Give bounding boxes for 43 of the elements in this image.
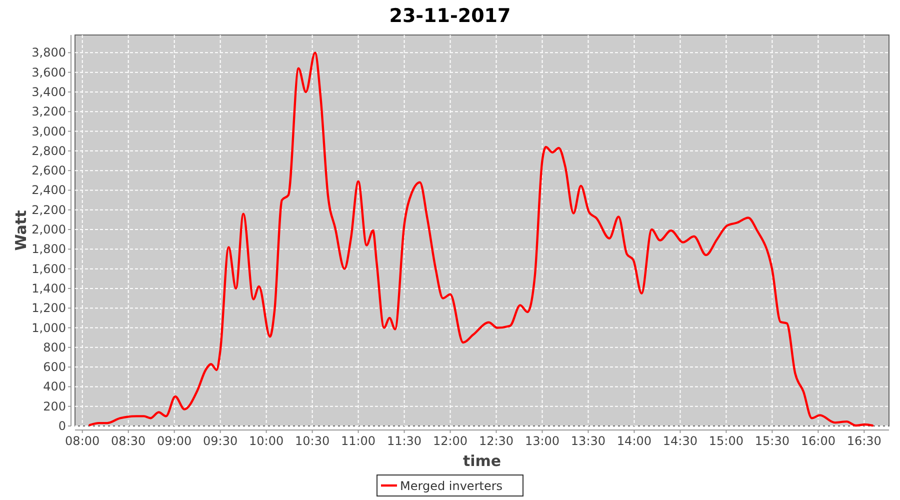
y-tick-label: 3,400 xyxy=(32,84,66,99)
x-tick-label: 15:30 xyxy=(754,434,790,448)
y-tick-label: 0 xyxy=(58,419,66,433)
x-tick-label: 13:00 xyxy=(524,434,560,448)
x-tick-label: 11:30 xyxy=(386,434,422,448)
x-tick-label: 11:00 xyxy=(340,434,376,448)
y-tick-label: 1,400 xyxy=(32,281,66,296)
y-tick-label: 1,800 xyxy=(32,242,66,256)
x-tick-label: 10:00 xyxy=(249,434,284,448)
x-tick-label: 15:00 xyxy=(708,434,744,448)
x-axis-title: time xyxy=(462,452,502,470)
x-tick-label: 08:30 xyxy=(111,434,146,448)
y-tick-label: 200 xyxy=(43,399,66,414)
x-tick-label: 16:30 xyxy=(846,434,882,448)
x-tick-label: 13:30 xyxy=(570,434,606,448)
y-tick-label: 3,200 xyxy=(32,104,66,119)
x-tick-label: 14:00 xyxy=(616,434,652,448)
x-tick-label: 16:00 xyxy=(800,434,836,448)
y-tick-label: 2,600 xyxy=(32,164,66,178)
y-tick-label: 3,800 xyxy=(32,46,66,60)
y-tick-label: 2,000 xyxy=(32,222,66,237)
y-tick-label: 1,600 xyxy=(32,262,66,276)
x-tick-label: 08:00 xyxy=(65,434,100,448)
x-tick-label: 12:30 xyxy=(478,434,514,448)
y-tick-label: 3,600 xyxy=(32,65,66,80)
x-tick-label: 10:30 xyxy=(295,434,330,448)
y-tick-label: 1,200 xyxy=(32,301,66,316)
y-tick-label: 2,200 xyxy=(32,202,66,217)
y-axis-title: Watt xyxy=(12,210,30,251)
y-tick-label: 2,800 xyxy=(32,144,66,158)
y-tick-label: 800 xyxy=(43,340,66,354)
y-tick-label: 600 xyxy=(43,360,66,374)
y-tick-label: 3,000 xyxy=(32,124,66,138)
x-tick-label: 14:30 xyxy=(662,434,698,448)
x-tick-label: 12:00 xyxy=(432,434,468,448)
x-tick-label: 09:30 xyxy=(203,434,238,448)
y-tick-label: 1,000 xyxy=(32,320,66,335)
y-tick-label: 400 xyxy=(43,380,66,394)
chart-title: 23-11-2017 xyxy=(389,5,511,27)
y-tick-label: 2,400 xyxy=(32,183,66,198)
legend-label: Merged inverters xyxy=(400,479,503,493)
x-tick-label: 09:00 xyxy=(157,434,192,448)
line-series xyxy=(88,52,874,427)
